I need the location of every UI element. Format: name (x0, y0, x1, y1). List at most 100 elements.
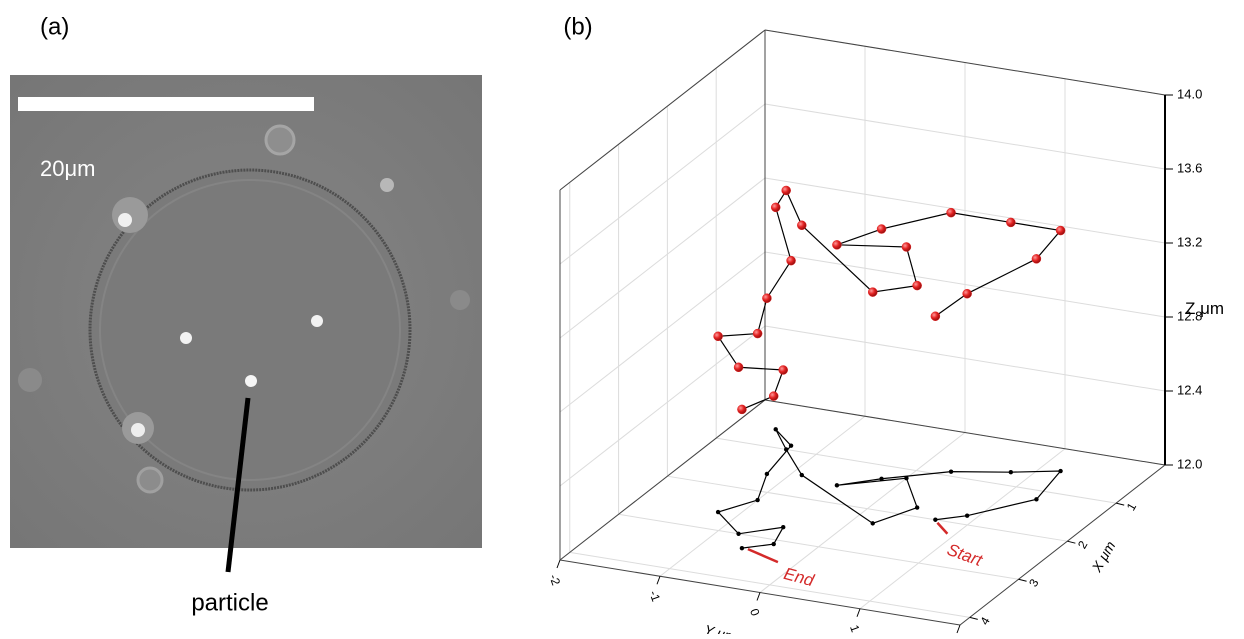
shadow-point (736, 531, 741, 536)
trajectory-point (786, 255, 796, 266)
grid-line (559, 177, 766, 339)
grid-line (759, 432, 966, 593)
scale-label: 20μm (40, 156, 95, 181)
trajectory-point (867, 287, 878, 297)
tick-mark (969, 616, 978, 620)
x-tick-label: 1 (1124, 500, 1140, 513)
z-tick-label: 12.8 (1177, 308, 1202, 323)
grid-line (716, 437, 1117, 504)
y-tick-label: 1 (847, 623, 863, 634)
trajectory-point (901, 242, 912, 252)
trajectory-point (762, 293, 772, 303)
shadow-point (1034, 497, 1039, 502)
panel-label: (a) (40, 13, 69, 40)
z-tick-label: 13.2 (1177, 234, 1202, 249)
y-axis-label: Y μm (703, 621, 739, 634)
pointer (225, 397, 251, 573)
shadow-point (715, 509, 721, 515)
trajectory-point (781, 185, 791, 196)
tick-mark (1116, 502, 1125, 506)
shadow-point (755, 497, 760, 503)
trajectory-point (797, 220, 807, 231)
trajectory-point (1031, 254, 1042, 264)
z-tick-label: 12.0 (1177, 456, 1202, 471)
x-tick-label: 4 (977, 614, 993, 627)
trajectory-point (1006, 217, 1016, 228)
shadow-point (870, 521, 875, 526)
trajectory-point (737, 404, 747, 415)
grid-line (559, 103, 766, 265)
grid-line (659, 415, 866, 577)
y-tick-label: -2 (546, 572, 563, 587)
trajectory-point (912, 280, 922, 291)
trajectory-point (832, 240, 842, 250)
z-axis-label: Z μm (1185, 299, 1224, 318)
trajectory-point (778, 365, 788, 375)
shadow-point (773, 427, 778, 432)
tick-mark (756, 592, 761, 601)
grid-line (559, 251, 766, 413)
grid-line (559, 325, 766, 487)
axis-edge (764, 29, 1166, 96)
tick-mark (556, 559, 561, 569)
annotation-arrow (936, 521, 949, 535)
shadow-point (771, 541, 776, 547)
shadow-point (914, 505, 920, 510)
annotation-arrow (747, 547, 779, 564)
tick-mark (956, 624, 961, 634)
grid-line (618, 513, 1019, 580)
trajectory-point (1055, 225, 1066, 236)
micrograph (10, 75, 482, 548)
x-tick-label: 3 (1026, 576, 1042, 589)
shadow-point (1058, 468, 1063, 474)
shadow-point (879, 476, 884, 481)
trajectory-point (876, 224, 887, 234)
grid-line (859, 448, 1066, 610)
trajectory-point (713, 331, 723, 342)
annotation: End (782, 564, 817, 590)
grid-line (667, 475, 1068, 542)
shadow-point (834, 483, 840, 488)
tick-mark (656, 576, 661, 585)
y-tick-label: 0 (747, 607, 763, 618)
y-tick-label: -1 (646, 589, 663, 604)
shadow-point (948, 469, 954, 474)
trajectory-point (733, 362, 744, 373)
axis-edge (559, 399, 766, 561)
x-tick-label: 2 (1075, 538, 1091, 551)
trajectory-point (770, 202, 781, 213)
trajectory-point (768, 391, 779, 401)
annotation: Start (944, 540, 985, 571)
shadow-point (764, 471, 770, 477)
shadow-point (799, 472, 804, 478)
tick-mark (856, 608, 861, 617)
shadow-point (964, 513, 970, 518)
tick-mark (1018, 578, 1027, 582)
axis-edge (559, 29, 766, 191)
axis-edge (764, 399, 1166, 466)
x-axis-label: X μm (1088, 538, 1119, 575)
shadow-point (739, 545, 745, 551)
trajectory-line (717, 189, 1062, 410)
annotation: particle (191, 589, 268, 616)
tick-mark (1067, 540, 1076, 544)
trajectory-point (930, 311, 941, 321)
shadow-point (1008, 469, 1014, 475)
shadow-line (716, 428, 1062, 549)
scale-bar (18, 97, 314, 111)
trajectory-point (752, 328, 763, 339)
trajectory-point (962, 288, 972, 299)
shadow-point (781, 525, 786, 530)
trajectory-point (946, 207, 956, 218)
z-tick-label: 14.0 (1177, 86, 1202, 101)
shadow-point (904, 476, 909, 481)
shadow-point (783, 447, 789, 452)
axis-edge (959, 464, 1166, 626)
shadow-point (933, 517, 938, 522)
z-tick-label: 12.4 (1177, 382, 1202, 397)
shadow-point (788, 443, 794, 448)
grid-line (569, 551, 970, 618)
z-tick-label: 13.6 (1177, 160, 1202, 175)
panel-label: (b) (563, 13, 592, 40)
